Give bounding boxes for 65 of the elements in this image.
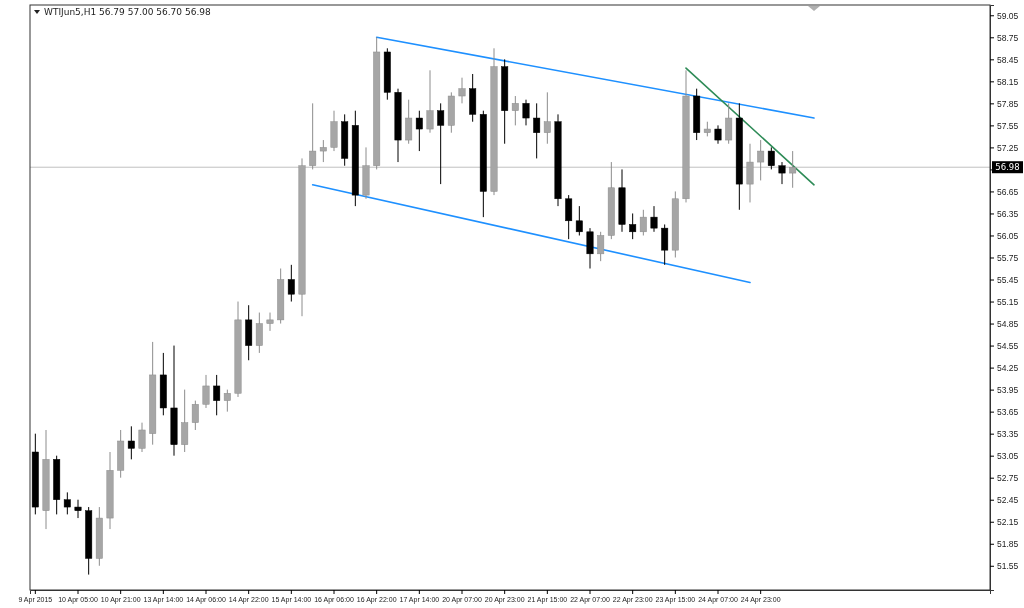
candlestick xyxy=(522,99,530,126)
candlestick xyxy=(181,389,189,453)
candlestick xyxy=(255,312,263,354)
candlestick xyxy=(287,264,295,303)
y-tick-label: 57.55 xyxy=(997,120,1019,131)
candlestick xyxy=(415,110,423,152)
y-tick-label: 56.35 xyxy=(997,208,1019,219)
candlestick xyxy=(586,227,594,270)
candlestick xyxy=(63,491,71,515)
candlestick xyxy=(533,102,541,159)
candlestick xyxy=(565,194,573,240)
candlestick xyxy=(319,139,327,163)
candlestick xyxy=(639,209,647,236)
candlestick xyxy=(767,146,775,170)
y-tick-label: 54.25 xyxy=(997,362,1019,373)
candlestick xyxy=(661,223,669,266)
y-tick-label: 57.25 xyxy=(997,142,1019,153)
candlestick xyxy=(789,150,797,189)
y-tick-label: 55.15 xyxy=(997,296,1019,307)
candlestick xyxy=(202,374,210,409)
candlestick xyxy=(437,102,445,185)
candlestick xyxy=(138,422,146,453)
candlestick xyxy=(127,425,135,460)
y-tick-label: 56.65 xyxy=(997,186,1019,197)
candlestick xyxy=(223,389,231,413)
y-tick-label: 51.55 xyxy=(997,561,1019,571)
y-tick-label: 59.05 xyxy=(997,10,1019,21)
y-tick-label: 53.05 xyxy=(997,450,1019,461)
candlestick xyxy=(213,374,221,416)
candlestick xyxy=(266,312,274,332)
y-tick-label: 54.85 xyxy=(997,318,1019,329)
candlestick xyxy=(426,69,434,134)
candlestick xyxy=(629,212,637,240)
y-tick-label: 52.45 xyxy=(997,494,1019,505)
candlestick xyxy=(458,77,466,104)
candlestick xyxy=(74,499,82,519)
candlestick xyxy=(725,102,733,145)
candlestick xyxy=(714,124,722,145)
y-tick-label: 55.75 xyxy=(997,252,1019,263)
y-tick-label: 53.35 xyxy=(997,428,1019,439)
y-tick-label: 58.15 xyxy=(997,76,1019,87)
y-tick-label: 53.65 xyxy=(997,406,1019,417)
candlestick xyxy=(650,205,658,233)
y-tick-label: 56.05 xyxy=(997,230,1019,241)
y-tick-label: 51.85 xyxy=(997,538,1019,549)
y-tick-label: 52.15 xyxy=(997,516,1019,527)
y-tick-label: 52.75 xyxy=(997,472,1019,483)
candlestick xyxy=(757,139,765,181)
y-tick-label: 58.45 xyxy=(997,54,1019,65)
y-tick-label: 54.55 xyxy=(997,340,1019,351)
candlestick xyxy=(405,99,413,145)
ref-line-label: 56.98 xyxy=(995,162,1020,173)
candlestick xyxy=(191,400,199,431)
y-tick-label: 58.75 xyxy=(997,32,1019,43)
y-tick-label: 55.45 xyxy=(997,274,1019,285)
y-tick-label: 57.85 xyxy=(997,98,1019,109)
candlestick xyxy=(778,161,786,185)
candlestick xyxy=(597,231,605,262)
candlestick xyxy=(543,91,551,145)
y-tick-label: 53.95 xyxy=(997,384,1019,395)
candlestick xyxy=(309,102,317,170)
candlestick xyxy=(511,95,519,126)
candlestick xyxy=(575,205,583,236)
candlestick xyxy=(746,143,754,203)
chart-title: WTIJun5,H1 56.79 57.00 56.70 56.98 xyxy=(44,7,211,17)
